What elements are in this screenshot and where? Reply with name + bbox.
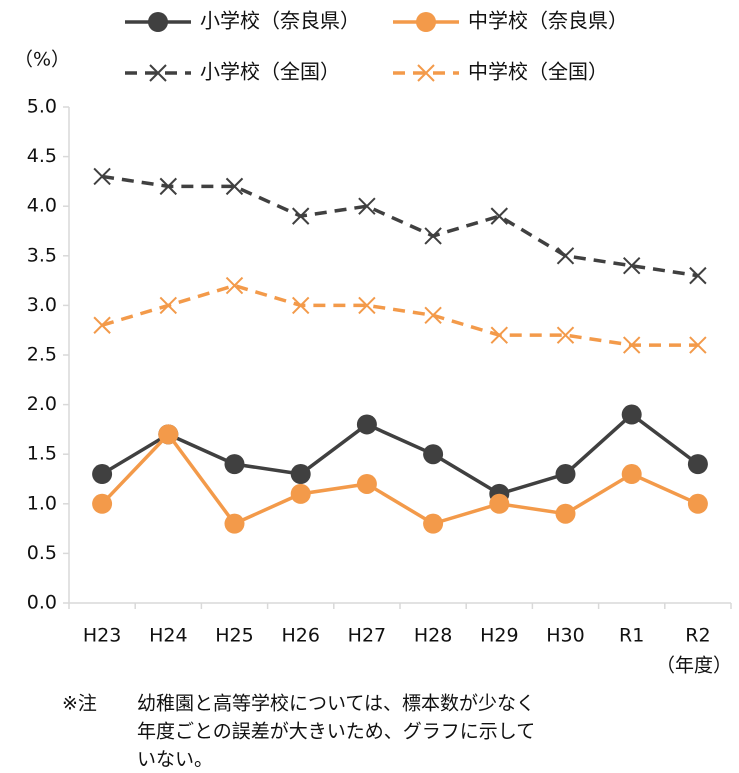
point xyxy=(622,257,641,275)
point xyxy=(158,424,179,445)
note-line: 年度ごとの誤差が大きいため、グラフに示して xyxy=(137,721,535,743)
series-line xyxy=(101,283,698,347)
x-tick-label: H25 xyxy=(215,625,253,647)
y-tick-label: 3.0 xyxy=(27,294,57,316)
point xyxy=(356,473,377,494)
point xyxy=(689,266,707,285)
x-tick-label: H26 xyxy=(281,625,319,647)
point xyxy=(556,326,575,344)
legend-label: 小学校（全国） xyxy=(200,60,340,84)
y-tick-label: 0.5 xyxy=(27,542,57,564)
point xyxy=(93,316,111,334)
x-tick-label: H29 xyxy=(480,625,518,647)
x-tick-label: H27 xyxy=(348,625,386,647)
point xyxy=(687,454,708,475)
y-tick-label: 1.0 xyxy=(27,492,57,514)
point xyxy=(555,464,576,485)
x-tick-label: H28 xyxy=(414,625,452,647)
x-tick-label: H23 xyxy=(83,625,121,647)
series-line xyxy=(100,431,699,526)
point xyxy=(290,464,311,485)
legend-label: 中学校（奈良県） xyxy=(468,9,628,33)
y-tick-label: 4.0 xyxy=(27,195,57,217)
legend-label: 小学校（奈良県） xyxy=(200,9,360,33)
x-unit: （年度） xyxy=(656,655,732,677)
point xyxy=(356,414,377,435)
legend-label: 中学校（全国） xyxy=(468,60,608,84)
point xyxy=(687,493,708,514)
point xyxy=(555,503,576,524)
point xyxy=(489,493,510,514)
y-unit: （%） xyxy=(14,49,70,71)
point xyxy=(424,227,442,245)
point xyxy=(291,207,310,225)
x-tick-label: R1 xyxy=(619,625,644,647)
legend-marker xyxy=(148,12,168,32)
y-tick-label: 0.0 xyxy=(27,592,57,614)
point xyxy=(159,296,178,315)
point xyxy=(358,197,376,215)
point xyxy=(290,483,311,504)
y-tick-label: 2.5 xyxy=(27,344,57,366)
note-label: ※注 xyxy=(62,693,97,715)
x-tick-label: H24 xyxy=(149,625,187,647)
point xyxy=(224,513,245,534)
point xyxy=(92,493,113,514)
point xyxy=(423,444,444,465)
point xyxy=(621,464,642,485)
legend-marker xyxy=(416,12,436,32)
series-line xyxy=(101,174,699,278)
point xyxy=(621,404,642,425)
point xyxy=(424,306,442,325)
point xyxy=(159,177,178,196)
point xyxy=(622,336,641,354)
x-tick-label: R2 xyxy=(685,625,710,647)
y-tick-label: 3.5 xyxy=(27,244,57,266)
point xyxy=(556,247,575,265)
point xyxy=(291,296,310,315)
point xyxy=(225,177,244,196)
point xyxy=(225,276,244,295)
point xyxy=(93,167,111,186)
x-tick-label: H30 xyxy=(546,625,584,647)
legend-marker xyxy=(417,64,435,82)
legend-marker xyxy=(149,64,167,82)
point xyxy=(423,513,444,534)
y-tick-label: 1.5 xyxy=(27,443,57,465)
note-line: 幼稚園と高等学校については、標本数が少なく xyxy=(137,693,535,715)
point xyxy=(224,454,245,475)
series-line xyxy=(101,412,699,496)
y-tick-label: 5.0 xyxy=(27,96,57,118)
y-tick-label: 2.0 xyxy=(27,393,57,415)
point xyxy=(92,464,113,485)
point xyxy=(358,296,376,315)
point xyxy=(490,326,509,344)
y-tick-label: 4.5 xyxy=(27,145,57,167)
point xyxy=(490,207,509,225)
note-line: いない。 xyxy=(137,749,213,771)
point xyxy=(689,336,707,354)
